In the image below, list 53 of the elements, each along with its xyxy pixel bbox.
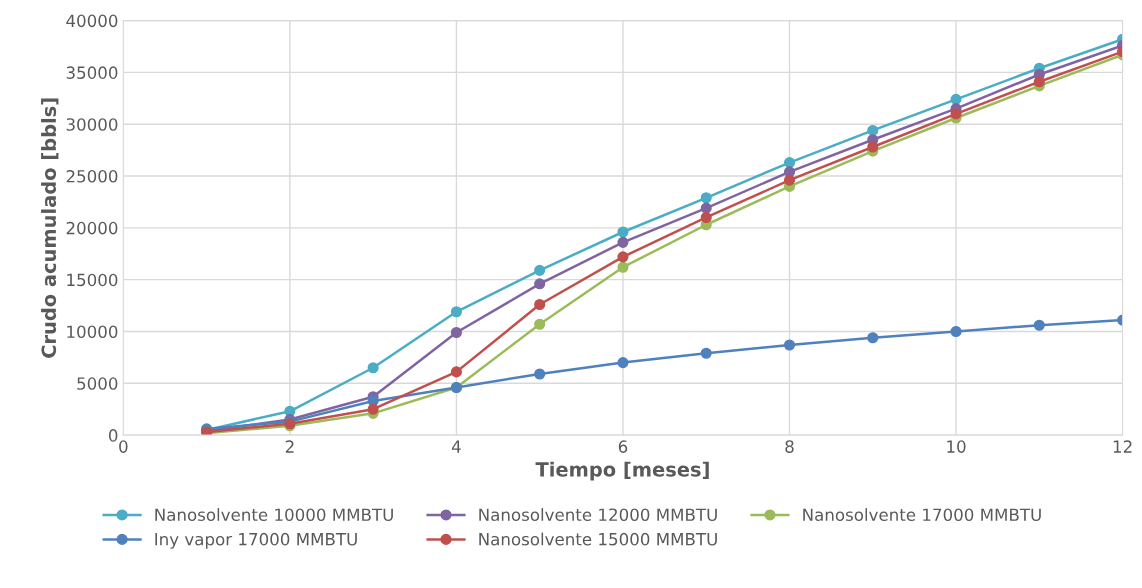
x-tick-label: 10 — [947, 440, 966, 453]
point — [450, 306, 462, 318]
y-tick-label: 40000 — [66, 14, 118, 28]
y-tick-label: 35000 — [66, 66, 118, 79]
x-axis-title: Tiempo [meses] — [535, 461, 709, 481]
point — [783, 339, 796, 351]
point — [534, 368, 546, 380]
point — [867, 141, 879, 153]
point — [950, 325, 962, 338]
legend-label: Nanosolvente 12000 MMBTU — [479, 508, 717, 522]
point — [367, 362, 379, 374]
x-tick-label: 2 — [285, 440, 294, 453]
y-tick-label: 0 — [108, 429, 118, 442]
legend-label: Nanosolvente 15000 MMBTU — [479, 532, 717, 546]
legend-label: Iny vapor 17000 MMBTU — [155, 532, 357, 549]
point — [534, 278, 546, 290]
point — [617, 251, 629, 263]
point — [950, 108, 962, 120]
point — [700, 202, 712, 214]
point — [783, 157, 796, 169]
point — [867, 332, 879, 344]
legend-label: Nanosolvente 10000 MMBTU — [155, 508, 393, 522]
y-axis-title: Crudo acumulado [bbls] — [41, 98, 59, 358]
point — [617, 261, 629, 273]
point — [367, 403, 379, 415]
point — [450, 366, 462, 378]
y-tick-label: 30000 — [66, 118, 118, 131]
point — [700, 211, 712, 224]
point — [534, 318, 546, 330]
point — [1033, 76, 1045, 88]
point — [700, 347, 712, 359]
point — [617, 226, 629, 238]
point — [950, 93, 962, 105]
x-tick-label: 0 — [119, 440, 128, 453]
y-tick-label: 20000 — [66, 221, 118, 235]
y-tick-label: 15000 — [67, 273, 118, 287]
x-tick-label: 6 — [618, 440, 628, 453]
y-tick-label: 10000 — [67, 325, 118, 339]
point — [534, 264, 546, 276]
point — [700, 192, 712, 204]
x-tick-label: 12 — [1113, 440, 1132, 453]
point — [534, 298, 546, 311]
y-tick-label: 5000 — [77, 377, 118, 390]
point — [783, 174, 796, 186]
point — [617, 236, 629, 248]
point — [1033, 319, 1045, 331]
x-tick-label: 8 — [785, 440, 794, 453]
x-tick-label: 4 — [451, 440, 461, 453]
point — [617, 357, 629, 369]
legend-label: Nanosolvente 17000 MMBTU — [803, 508, 1041, 522]
point — [867, 124, 879, 136]
y-tick-label: 25000 — [66, 169, 118, 183]
point — [450, 326, 462, 339]
